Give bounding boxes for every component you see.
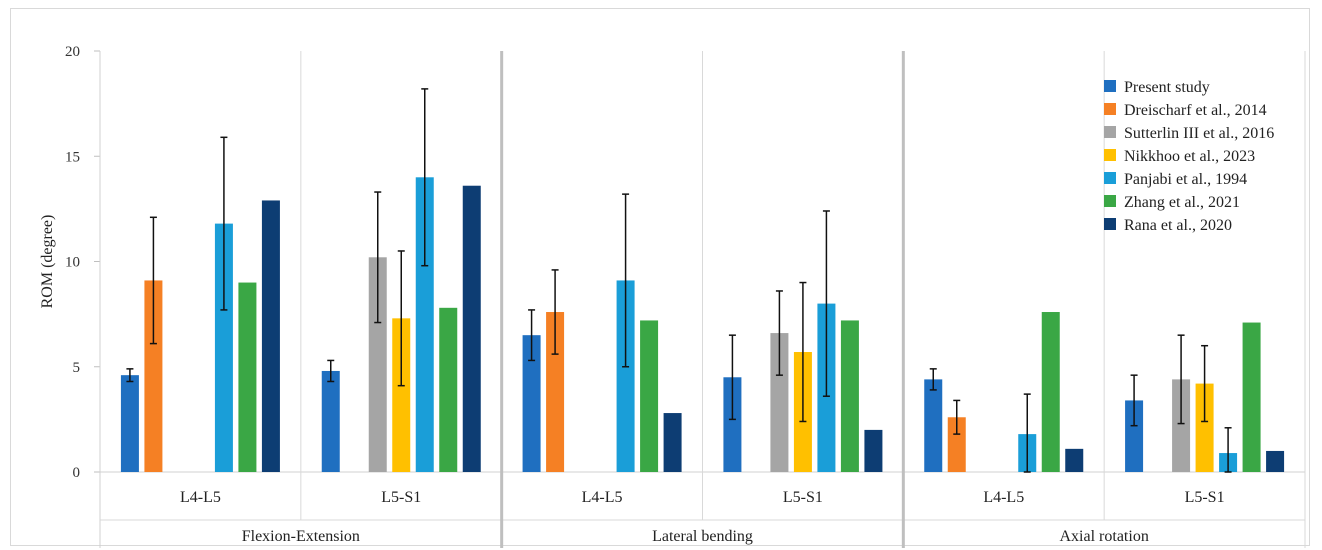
legend-swatch xyxy=(1104,80,1116,92)
legend-label: Dreischarf et al., 2014 xyxy=(1124,102,1267,119)
bar xyxy=(321,370,340,472)
bar xyxy=(462,185,481,472)
bar xyxy=(924,379,943,472)
group-label: Flexion-Extension xyxy=(242,528,360,545)
bars-layer xyxy=(120,177,1285,473)
category-label: L4-L5 xyxy=(180,489,221,506)
bar xyxy=(864,429,883,472)
legend-label: Panjabi et al., 1994 xyxy=(1124,171,1247,188)
bar xyxy=(1065,448,1084,472)
category-label: L5-S1 xyxy=(381,489,421,506)
legend-label: Rana et al., 2020 xyxy=(1124,217,1232,234)
y-tick-label: 10 xyxy=(65,255,80,271)
category-label: L4-L5 xyxy=(582,489,623,506)
bar xyxy=(144,280,163,472)
bar xyxy=(238,282,257,472)
legend-swatch xyxy=(1104,103,1116,115)
bar xyxy=(1195,383,1214,472)
legend-swatch xyxy=(1104,195,1116,207)
bar xyxy=(415,177,434,473)
bar xyxy=(616,280,635,472)
legend: Present study Dreischarf et al., 2014 Sutt… xyxy=(1104,79,1274,234)
error-bars-layer xyxy=(126,88,1232,473)
y-tick-label: 20 xyxy=(65,44,80,60)
bar xyxy=(392,318,411,472)
bar xyxy=(368,257,387,472)
bar xyxy=(214,223,233,472)
bar xyxy=(261,200,280,472)
bar xyxy=(840,320,859,472)
bar xyxy=(120,375,139,472)
bar xyxy=(723,377,742,472)
bar xyxy=(947,417,966,472)
labels-layer: 0 5 10 15 20 ROM (degree) L4-L5 L5-S1 Flexion-Ex… xyxy=(39,44,1225,545)
bar xyxy=(1242,322,1261,472)
bar xyxy=(522,335,541,472)
legend-label: Nikkhoo et al., 2023 xyxy=(1124,148,1255,165)
legend-label: Sutterlin III et al., 2016 xyxy=(1124,125,1274,142)
legend-label: Zhang et al., 2021 xyxy=(1124,194,1240,211)
group-label: Axial rotation xyxy=(1060,528,1149,545)
legend-swatch xyxy=(1104,126,1116,138)
bar xyxy=(1125,400,1144,472)
bar xyxy=(1266,450,1285,472)
category-label: L5-S1 xyxy=(783,489,823,506)
legend-label: Present study xyxy=(1124,79,1210,96)
legend-swatch xyxy=(1104,218,1116,230)
bar xyxy=(640,320,659,472)
legend-swatch xyxy=(1104,149,1116,161)
category-label: L5-S1 xyxy=(1185,489,1225,506)
y-tick-label: 15 xyxy=(65,149,80,165)
bar xyxy=(439,307,458,472)
legend-swatch xyxy=(1104,172,1116,184)
bar xyxy=(1041,312,1060,472)
category-label: L4-L5 xyxy=(983,489,1024,506)
y-axis-title: ROM (degree) xyxy=(39,215,56,309)
bar xyxy=(1172,379,1191,472)
bar xyxy=(663,413,682,472)
group-label: Lateral bending xyxy=(652,528,753,545)
y-tick-label: 5 xyxy=(73,360,81,376)
bar xyxy=(546,312,565,472)
bar xyxy=(770,333,789,472)
y-tick-label: 0 xyxy=(73,465,81,481)
